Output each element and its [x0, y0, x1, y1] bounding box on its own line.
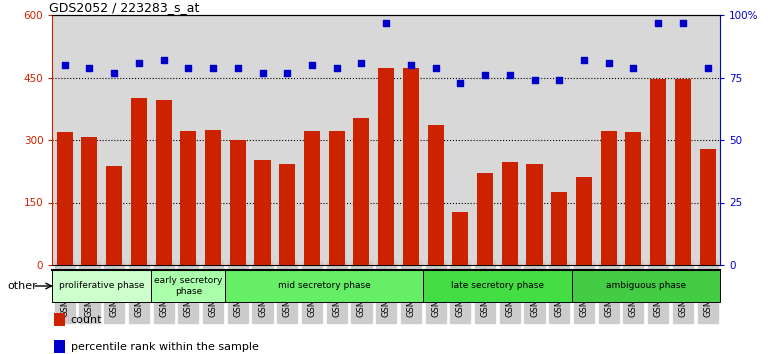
Point	[479, 72, 491, 78]
Bar	[229, 140, 246, 265]
Bar	[650, 79, 666, 265]
Bar	[571, 270, 720, 302]
Bar	[226, 270, 424, 302]
Bar	[378, 68, 394, 265]
Point	[182, 65, 195, 70]
Point	[504, 72, 516, 78]
Bar	[601, 131, 617, 265]
Point	[157, 57, 169, 63]
Text: early secretory
phase: early secretory phase	[154, 276, 223, 296]
Point	[330, 65, 343, 70]
Point	[306, 62, 318, 68]
Point	[652, 20, 665, 25]
Point	[355, 60, 367, 65]
Point	[553, 77, 565, 83]
Text: percentile rank within the sample: percentile rank within the sample	[71, 342, 259, 352]
Bar	[353, 118, 370, 265]
Point	[108, 70, 120, 75]
Bar	[280, 164, 295, 265]
Point	[83, 65, 95, 70]
Bar	[424, 270, 571, 302]
Text: count: count	[71, 315, 102, 325]
Text: ambiguous phase: ambiguous phase	[606, 281, 686, 291]
Bar	[452, 212, 468, 265]
Bar	[477, 173, 493, 265]
Text: late secretory phase: late secretory phase	[451, 281, 544, 291]
Point	[132, 60, 145, 65]
Bar	[106, 166, 122, 265]
Text: proliferative phase: proliferative phase	[59, 281, 145, 291]
Point	[677, 20, 689, 25]
Bar	[52, 270, 151, 302]
Bar	[57, 132, 72, 265]
Text: GDS2052 / 223283_s_at: GDS2052 / 223283_s_at	[49, 1, 199, 14]
Point	[628, 65, 640, 70]
Bar	[403, 68, 419, 265]
Point	[281, 70, 293, 75]
Point	[701, 65, 714, 70]
Bar	[700, 149, 715, 265]
Bar	[54, 313, 65, 326]
Bar	[625, 132, 641, 265]
Bar	[54, 340, 65, 353]
Bar	[576, 177, 592, 265]
Bar	[551, 192, 567, 265]
Point	[405, 62, 417, 68]
Point	[578, 57, 590, 63]
Bar	[205, 130, 221, 265]
Bar	[131, 97, 147, 265]
Bar	[304, 131, 320, 265]
Point	[454, 80, 467, 85]
Point	[207, 65, 219, 70]
Bar	[427, 125, 444, 265]
Point	[528, 77, 541, 83]
Point	[232, 65, 244, 70]
Point	[380, 20, 392, 25]
Bar	[527, 164, 543, 265]
Bar	[675, 79, 691, 265]
Text: mid secretory phase: mid secretory phase	[278, 281, 370, 291]
Point	[430, 65, 442, 70]
Point	[59, 62, 71, 68]
Bar	[151, 270, 226, 302]
Bar	[180, 131, 196, 265]
Bar	[255, 160, 270, 265]
Point	[256, 70, 269, 75]
Bar	[82, 137, 98, 265]
Bar	[156, 101, 172, 265]
Bar	[329, 131, 345, 265]
Bar	[502, 162, 517, 265]
Point	[602, 60, 614, 65]
Text: other: other	[8, 281, 38, 291]
